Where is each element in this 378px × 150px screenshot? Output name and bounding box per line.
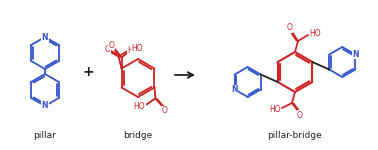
Text: O: O (287, 24, 293, 33)
Text: +: + (82, 65, 94, 79)
Text: N: N (352, 50, 359, 59)
Text: HO: HO (132, 44, 143, 53)
Text: N: N (231, 85, 238, 94)
Text: HO: HO (309, 28, 321, 38)
Text: pillar: pillar (34, 131, 56, 140)
Text: N: N (42, 33, 48, 42)
Text: O: O (108, 41, 115, 50)
Text: O: O (161, 106, 167, 115)
Text: O: O (105, 45, 110, 54)
Text: HO: HO (134, 102, 145, 111)
Text: HO: HO (128, 46, 139, 55)
Text: N: N (42, 102, 48, 111)
Text: bridge: bridge (123, 131, 153, 140)
Text: pillar-bridge: pillar-bridge (268, 131, 322, 140)
Text: O: O (297, 111, 303, 120)
Text: HO: HO (269, 105, 281, 114)
